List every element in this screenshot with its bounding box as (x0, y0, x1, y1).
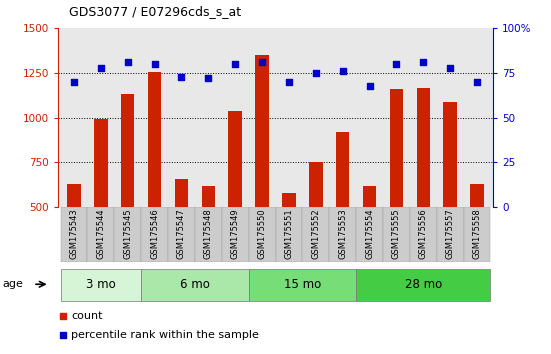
Point (419, 59, 428, 65)
Text: GSM175551: GSM175551 (284, 209, 294, 259)
Point (311, 70, 320, 76)
Bar (168, 207, 195, 262)
Point (123, 59, 132, 65)
Bar (444, 102, 457, 207)
Bar (141, 207, 168, 262)
Bar (437, 207, 463, 262)
Text: count: count (71, 311, 102, 321)
Text: GSM175556: GSM175556 (419, 209, 428, 259)
Bar (363, 185, 376, 207)
Bar (222, 207, 249, 262)
Point (231, 61, 240, 67)
Text: GSM175558: GSM175558 (473, 209, 482, 259)
Bar (356, 207, 383, 262)
Point (177, 74, 186, 79)
Point (58, 332, 67, 338)
Text: age: age (3, 279, 24, 289)
Bar (255, 55, 269, 207)
Bar (471, 184, 484, 207)
Point (258, 59, 267, 65)
Text: GSM175550: GSM175550 (257, 209, 267, 259)
Text: GSM175543: GSM175543 (69, 209, 78, 259)
Point (473, 79, 482, 85)
Text: 15 mo: 15 mo (284, 278, 321, 291)
Text: 6 mo: 6 mo (180, 278, 210, 291)
Bar (329, 207, 356, 262)
Bar (88, 207, 114, 262)
Text: 28 mo: 28 mo (404, 278, 442, 291)
Bar (67, 184, 80, 207)
Bar (302, 207, 329, 262)
Point (284, 79, 293, 85)
Point (150, 61, 159, 67)
Bar (141, 269, 249, 301)
Text: GSM175555: GSM175555 (392, 209, 401, 259)
Text: GSM175552: GSM175552 (311, 209, 320, 259)
Bar (356, 269, 490, 301)
Point (204, 75, 213, 81)
Bar (276, 207, 302, 262)
Bar (94, 120, 107, 207)
Point (338, 68, 347, 74)
Text: GSM175553: GSM175553 (338, 209, 347, 259)
Text: GSM175549: GSM175549 (231, 209, 240, 259)
Point (365, 83, 374, 88)
Bar (121, 95, 134, 207)
Point (96, 65, 105, 70)
Bar (114, 207, 141, 262)
Bar (61, 269, 141, 301)
Bar (61, 207, 88, 262)
Text: GSM175546: GSM175546 (150, 209, 159, 259)
Bar (249, 207, 276, 262)
Bar (249, 269, 356, 301)
Point (446, 65, 455, 70)
Bar (148, 72, 161, 207)
Bar (282, 193, 296, 207)
Bar (195, 207, 222, 262)
Bar (202, 185, 215, 207)
Text: GSM175554: GSM175554 (365, 209, 374, 259)
Bar (463, 207, 490, 262)
Point (58, 314, 67, 319)
Point (392, 61, 401, 67)
Text: GSM175544: GSM175544 (96, 209, 105, 259)
Text: GSM175545: GSM175545 (123, 209, 132, 259)
Bar (336, 132, 349, 207)
Text: GSM175548: GSM175548 (204, 209, 213, 259)
Bar (410, 207, 437, 262)
Text: GSM175557: GSM175557 (446, 209, 455, 259)
Bar (175, 179, 188, 207)
Bar (390, 89, 403, 207)
Text: 3 mo: 3 mo (86, 278, 116, 291)
Text: GDS3077 / E07296cds_s_at: GDS3077 / E07296cds_s_at (69, 5, 241, 18)
Bar (417, 88, 430, 207)
Text: percentile rank within the sample: percentile rank within the sample (71, 330, 259, 340)
Bar (229, 110, 242, 207)
Bar (309, 161, 322, 207)
Point (69, 79, 78, 85)
Bar (383, 207, 410, 262)
Text: GSM175547: GSM175547 (177, 209, 186, 259)
